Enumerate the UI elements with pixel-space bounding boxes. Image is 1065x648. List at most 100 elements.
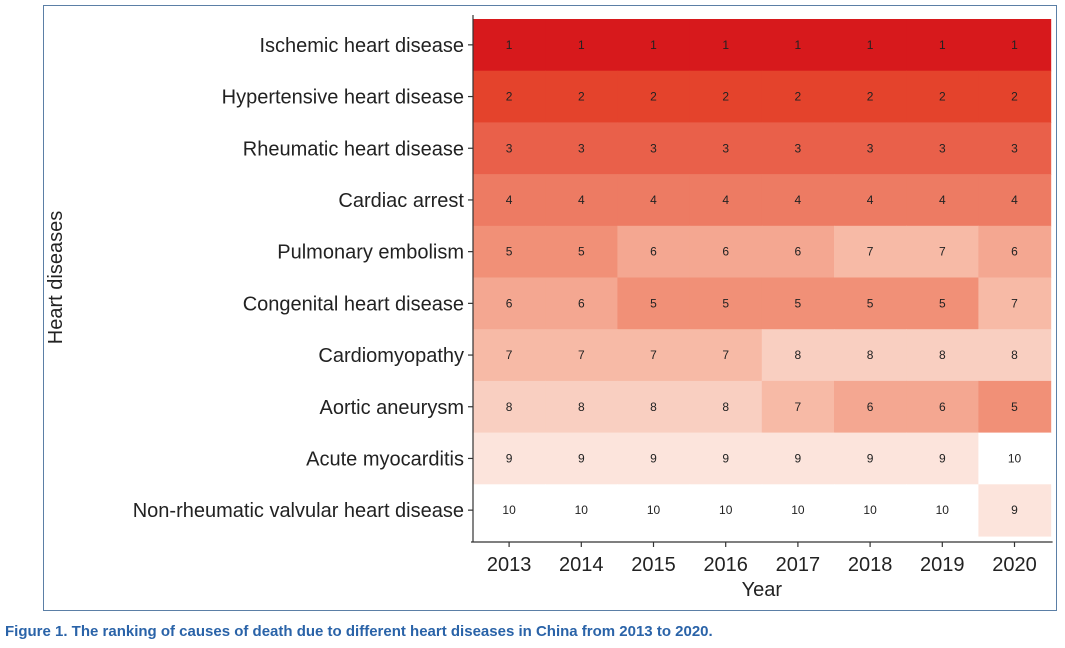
heatmap-cell-value: 3 — [650, 141, 657, 155]
heatmap-cell-value: 1 — [1011, 38, 1018, 52]
heatmap-cell-value: 7 — [939, 245, 946, 259]
heatmap-cell-value: 2 — [939, 90, 946, 104]
y-axis-title: Heart diseases — [45, 211, 67, 344]
heatmap-cell — [761, 432, 835, 485]
heatmap-cell-value: 2 — [578, 90, 585, 104]
y-tick-label: Aortic aneurysm — [320, 397, 465, 419]
heatmap-cell — [473, 277, 546, 330]
heatmap-cell — [834, 329, 907, 382]
heatmap-cell-value: 7 — [578, 348, 585, 362]
heatmap-cell — [834, 19, 907, 72]
heatmap-cell-value: 2 — [867, 90, 874, 104]
heatmap-cell — [761, 277, 835, 330]
heatmap-cell — [689, 432, 763, 485]
heatmap-cell-value: 3 — [578, 141, 585, 155]
heatmap-cell-value: 3 — [795, 141, 802, 155]
heatmap-cell-value: 3 — [506, 141, 513, 155]
heatmap-cell — [473, 225, 546, 279]
heatmap-cell-value: 10 — [647, 503, 661, 517]
heatmap-cell — [689, 277, 763, 330]
figure-frame: 1 1 1 1 1 1 1 1 2 2 2 2 2 2 2 2 3 3 3 3 3 3 3 3 4 4 4 4 4 4 4 4 5 5 6 6 6 7 7 6… — [43, 5, 1057, 611]
heatmap-cell-value: 6 — [578, 296, 585, 310]
heatmap-cell-value: 4 — [1011, 193, 1018, 207]
heatmap-cell — [473, 70, 546, 123]
heatmap-cell — [978, 380, 1052, 434]
heatmap-cell-value: 4 — [939, 193, 946, 207]
heatmap-cell — [545, 380, 618, 434]
heatmap-cell-value: 6 — [506, 296, 513, 310]
x-tick-label: 2019 — [920, 554, 965, 576]
heatmap-cell-value: 4 — [650, 193, 657, 207]
heatmap-cell — [617, 329, 691, 382]
heatmap-cell — [617, 277, 691, 330]
figure-caption: Figure 1. The ranking of causes of death… — [5, 623, 713, 640]
y-tick-label: Rheumatic heart disease — [243, 138, 464, 160]
heatmap-cell-labels: 1 1 1 1 1 1 1 1 2 2 2 2 2 2 2 2 3 3 3 3 3 3 3 3 4 4 4 4 4 4 4 4 5 5 6 6 6 7 7 6… — [502, 38, 1021, 517]
heatmap-cell-value: 9 — [650, 451, 657, 465]
heatmap-cell — [689, 329, 763, 382]
heatmap-cell-value: 10 — [575, 503, 589, 517]
heatmap-cell-value: 6 — [867, 400, 874, 414]
heatmap-cell-value: 5 — [650, 296, 657, 310]
heatmap-cell — [978, 329, 1052, 382]
heatmap-cell-value: 8 — [867, 348, 874, 362]
heatmap-cell — [617, 70, 691, 123]
heatmap-cell — [473, 19, 546, 72]
heatmap-cell-value: 3 — [867, 141, 874, 155]
heatmap-cell — [689, 122, 763, 175]
heatmap-cell — [906, 484, 979, 537]
heatmap-cell-value: 6 — [939, 400, 946, 414]
heatmap-cell — [473, 380, 546, 434]
heatmap-cell — [834, 174, 907, 227]
heatmap-cell — [617, 484, 691, 537]
heatmap-cell-value: 1 — [722, 38, 729, 52]
heatmap-cell-value: 7 — [650, 348, 657, 362]
heatmap-cell-value: 7 — [1011, 296, 1018, 310]
heatmap-cell — [617, 122, 691, 175]
heatmap-cell-value: 2 — [1011, 90, 1018, 104]
heatmap-cell — [761, 122, 835, 175]
heatmap-cell — [617, 380, 691, 434]
heatmap-cell-value: 1 — [867, 38, 874, 52]
heatmap-cell-value: 5 — [506, 245, 513, 259]
heatmap-cell — [978, 122, 1052, 175]
heatmap-cell-value: 9 — [1011, 503, 1018, 517]
heatmap-cell — [473, 484, 546, 537]
heatmap-cell — [545, 174, 618, 227]
heatmap-cell — [689, 19, 763, 72]
heatmap-cell — [545, 19, 618, 72]
x-tick-label: 2020 — [992, 554, 1037, 576]
column-labels: 2013 2014 2015 2016 2017 2018 2019 2020 — [487, 554, 1037, 576]
heatmap-cell — [906, 70, 979, 123]
heatmap-cell-value: 5 — [939, 296, 946, 310]
heatmap-cell-value: 9 — [578, 451, 585, 465]
heatmap-cell-value: 8 — [650, 400, 657, 414]
heatmap-cell — [761, 70, 835, 123]
heatmap-cell-value: 8 — [795, 348, 802, 362]
heatmap-cell — [473, 174, 546, 227]
heatmap-cell-value: 1 — [506, 38, 513, 52]
y-tick-label: Ischemic heart disease — [259, 35, 464, 57]
heatmap-cell-value: 1 — [795, 38, 802, 52]
heatmap-cell — [906, 380, 979, 434]
row-labels: Ischemic heart disease Hypertensive heart… — [133, 35, 465, 522]
x-tick-label: 2015 — [631, 554, 676, 576]
heatmap-cell — [978, 225, 1052, 279]
heatmap-cell — [834, 484, 907, 537]
heatmap-cell-value: 8 — [1011, 348, 1018, 362]
heatmap-cell-value: 6 — [1011, 245, 1018, 259]
heatmap-cell-value: 5 — [867, 296, 874, 310]
heatmap-cell — [545, 277, 618, 330]
heatmap-cell — [906, 122, 979, 175]
heatmap-cell-value: 6 — [650, 245, 657, 259]
heatmap-cell — [906, 174, 979, 227]
heatmap-cell — [545, 329, 618, 382]
heatmap-cell-value: 3 — [722, 141, 729, 155]
heatmap-cell — [834, 122, 907, 175]
heatmap-cell-value: 1 — [650, 38, 657, 52]
heatmap-cell — [761, 329, 835, 382]
heatmap-cell — [906, 432, 979, 485]
heatmap-cell — [761, 174, 835, 227]
heatmap-cell — [545, 484, 618, 537]
heatmap-cell-value: 4 — [795, 193, 802, 207]
